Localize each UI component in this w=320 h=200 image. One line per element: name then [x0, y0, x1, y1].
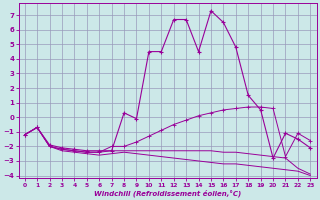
- X-axis label: Windchill (Refroidissement éolien,°C): Windchill (Refroidissement éolien,°C): [94, 189, 241, 197]
